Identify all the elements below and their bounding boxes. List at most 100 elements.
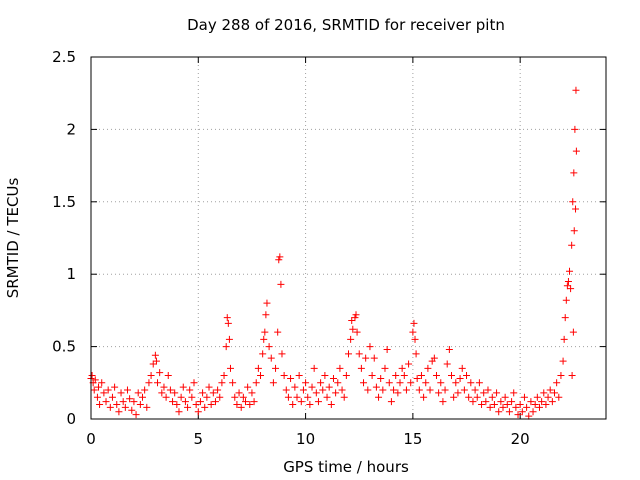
x-tick-label: 5 (194, 430, 204, 448)
data-point (551, 389, 558, 397)
data-point (265, 343, 273, 351)
data-point (190, 379, 198, 387)
data-point (289, 401, 297, 409)
data-point (145, 379, 153, 387)
data-point (188, 393, 196, 401)
data-point (381, 364, 389, 372)
data-point (209, 389, 217, 397)
data-point (445, 345, 453, 353)
data-point (503, 401, 511, 409)
data-point (336, 364, 344, 372)
y-tick-label: 2 (66, 120, 76, 138)
y-tick-label: 0 (66, 410, 76, 428)
data-point (484, 386, 492, 394)
data-point (203, 393, 211, 401)
data-point (229, 379, 237, 387)
data-point (569, 198, 577, 206)
x-tick-label: 10 (296, 430, 315, 448)
data-point (259, 350, 267, 358)
data-point (351, 314, 359, 322)
y-tick-label: 0.5 (52, 338, 76, 356)
data-point (160, 383, 168, 391)
data-point (567, 285, 575, 293)
y-tick-label: 2.5 (52, 48, 76, 66)
data-point (385, 379, 393, 387)
data-point (327, 401, 335, 409)
data-point (302, 379, 310, 387)
data-point (267, 354, 275, 362)
data-point (456, 374, 464, 382)
data-point (441, 386, 449, 394)
data-point (340, 393, 348, 401)
data-point (400, 372, 408, 380)
data-point (139, 393, 146, 401)
data-point (304, 393, 312, 401)
data-point (396, 379, 404, 387)
chart-title: Day 288 of 2016, SRMTID for receiver pit… (187, 16, 505, 34)
data-point (275, 256, 283, 264)
data-point (533, 393, 541, 401)
data-point (546, 386, 554, 394)
data-point (261, 328, 269, 336)
data-point (158, 389, 166, 397)
data-point (98, 379, 106, 387)
data-point (338, 386, 346, 394)
data-point (454, 389, 462, 397)
data-point (566, 267, 574, 275)
data-point (561, 314, 569, 322)
data-point (179, 383, 187, 391)
data-point (409, 328, 417, 336)
data-points (87, 86, 580, 420)
data-point (319, 386, 327, 394)
data-point (220, 372, 228, 380)
data-point (553, 379, 561, 387)
data-point (233, 401, 241, 409)
data-point (392, 372, 400, 380)
data-point (100, 389, 108, 397)
data-point (205, 383, 213, 391)
data-point (407, 379, 415, 387)
data-point (269, 379, 277, 387)
data-point (467, 379, 475, 387)
data-point (452, 379, 460, 387)
data-point (134, 389, 142, 397)
data-point (291, 383, 299, 391)
data-point (143, 403, 151, 411)
data-point (568, 241, 576, 249)
data-point (199, 389, 207, 397)
data-point (420, 393, 428, 401)
data-point (222, 343, 230, 351)
data-point (111, 383, 119, 391)
data-point (280, 372, 288, 380)
data-point (540, 389, 548, 397)
data-point (308, 383, 316, 391)
data-point (571, 125, 579, 133)
data-point (218, 379, 226, 387)
data-point (469, 398, 477, 406)
data-point (505, 408, 513, 416)
data-point (196, 398, 204, 406)
data-point (563, 282, 571, 290)
data-point (314, 398, 322, 406)
data-point (201, 403, 209, 411)
data-point (542, 401, 550, 409)
data-point (377, 374, 385, 382)
data-point (390, 386, 398, 394)
data-point (239, 393, 247, 401)
data-point (186, 386, 194, 394)
y-axis-label: SRMTID / TECUs (4, 178, 22, 299)
data-point (458, 364, 466, 372)
data-point (329, 374, 337, 382)
data-point (156, 369, 164, 377)
data-point (531, 401, 539, 409)
data-point (214, 386, 222, 394)
data-point (411, 335, 419, 343)
data-point (572, 147, 580, 155)
data-point (295, 372, 303, 380)
data-point (117, 389, 125, 397)
data-point (175, 408, 183, 416)
data-point (497, 398, 505, 406)
data-point (91, 376, 99, 384)
data-point (287, 374, 295, 382)
